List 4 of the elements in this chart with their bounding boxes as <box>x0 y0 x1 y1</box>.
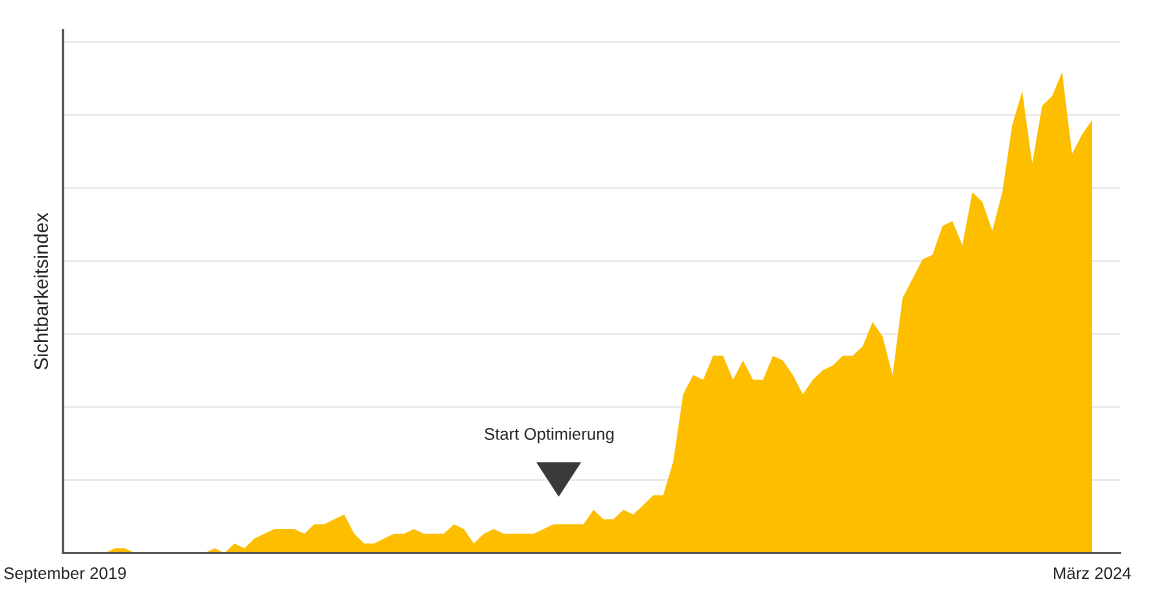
x-tick-label: März 2024 <box>1054 567 1131 580</box>
x-tick-label: September 2019 <box>4 566 126 583</box>
annotation: Start Optimierung <box>484 427 614 444</box>
y-axis-title: Sichtbarkeitsindex <box>33 212 49 370</box>
